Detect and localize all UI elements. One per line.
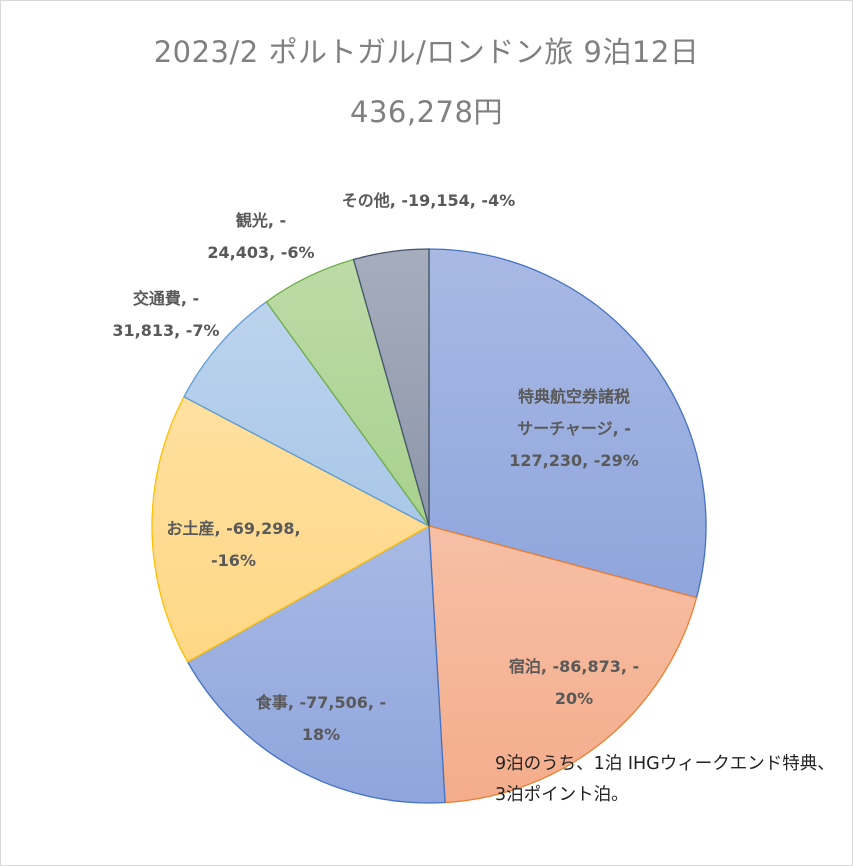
- pie-slice-3: [151, 396, 430, 663]
- slice-label-food: 食事, -77,506, - 18%: [255, 693, 387, 744]
- pie-slice-2: [186, 525, 446, 804]
- slice-label-transport: 交通費, - 31,813, -7%: [112, 289, 220, 340]
- slice-label-souvenir: お土産, -69,298, -16%: [166, 519, 301, 570]
- annotation-note: 9泊のうち、1泊 IHGウィークエンド特典、3泊ポイント泊。: [495, 754, 835, 805]
- chart-title: 2023/2 ポルトガル/ロンドン旅 9泊12日: [153, 35, 700, 69]
- slice-label-other: その他, -19,154, -4%: [341, 191, 516, 210]
- pie-slice-4: [183, 301, 430, 527]
- pie-slice-6: [352, 248, 430, 527]
- slice-label-airfare: 特典航空券諸税 サーチャージ, - 127,230, -29%: [509, 387, 639, 470]
- chart-subtitle: 436,278円: [350, 95, 503, 129]
- slice-label-sightseeing: 観光, - 24,403, -6%: [207, 211, 315, 262]
- pie-slice-1: [428, 525, 698, 804]
- slice-label-lodging: 宿泊, -86,873, - 20%: [508, 657, 640, 708]
- pie-slice-0: [428, 248, 707, 599]
